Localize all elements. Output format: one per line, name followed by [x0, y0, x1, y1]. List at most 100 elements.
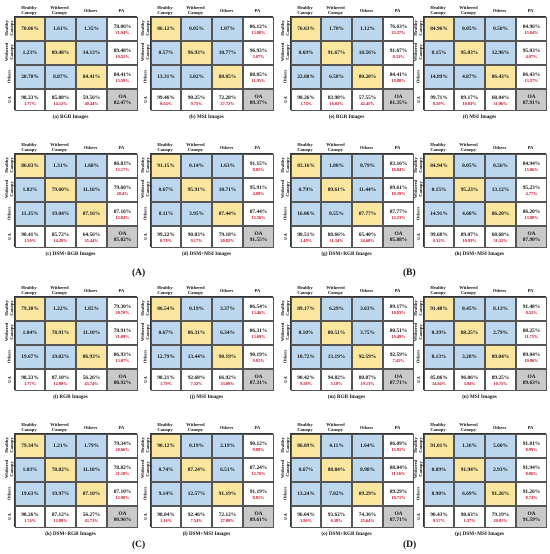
cell-value: 12.57% [187, 491, 206, 497]
cell-value: 89.07% [460, 231, 479, 238]
row-header-text: UA [415, 232, 421, 240]
user-accuracy-cell: 85.88% 14.12% [45, 89, 76, 111]
user-accuracy-cell: 88.66% 11.34% [321, 226, 352, 248]
matrix-cell: 8.13% [424, 345, 454, 369]
cell-value: 84.96% [430, 26, 448, 32]
user-accuracy-cell: 66.92% 33.08% [212, 369, 243, 391]
cell-value: 86.09% [389, 440, 408, 447]
user-accuracy-cell: 79.18% 20.82% [212, 226, 243, 248]
cell-error-value: 1.74% [300, 100, 312, 106]
row-header: UA [413, 368, 423, 390]
cell-value: 10.72% [297, 354, 315, 360]
confusion-matrix: Healthy Canopy Withered Canopy Others PA Hea… [413, 4, 547, 128]
producer-accuracy-cell: 91.19% 8.81% [243, 482, 274, 506]
oa-label: OA [527, 374, 536, 380]
matrix-cell: 9.14% [151, 482, 181, 506]
matrix-cell: 13.31% [151, 65, 181, 89]
cell-value: 3.28% [462, 354, 477, 360]
cell-error-value: 11.34% [329, 237, 344, 243]
row-header: Others [140, 481, 150, 505]
cell-value: 86.43% [491, 74, 510, 80]
cell-value: 98.21% [157, 374, 175, 381]
cell-value: 72.28% [218, 94, 237, 101]
matrix-caption: (j) MSI Images [189, 394, 224, 400]
matrix-cell: 12.79% [151, 345, 181, 369]
matrix-cell: 4.87% [454, 65, 485, 89]
cell-value: 80.51% [389, 327, 408, 334]
cell-error-value: 35.44% [84, 237, 99, 243]
cell-value: 8.87% [53, 74, 68, 80]
oa-value: 87.71% [389, 517, 408, 523]
cell-value: 99.68% [430, 231, 448, 238]
cell-value: 19.97% [51, 491, 70, 497]
matrix-cell: 0.05% [454, 17, 485, 41]
column-header: PA [254, 287, 261, 293]
row-header: Others [280, 201, 290, 225]
cell-value: 12.96% [491, 50, 510, 56]
matrix-grid: 91.01% 1.36% 5.60% 91.01% 8.99% 0.09% 91.94% 2.… [423, 433, 547, 528]
matrix-cell: 3.63% [352, 297, 383, 321]
cell-error-value: 7.54% [190, 517, 203, 523]
producer-accuracy-cell: 91.15% 8.85% [243, 154, 274, 178]
cell-error-value: 9.58% [300, 380, 312, 386]
cell-error-value: 19.13% [360, 380, 375, 386]
cell-error-value: 1.16% [160, 517, 172, 523]
cell-value: 78.82% [113, 464, 132, 471]
cell-value: 85.72% [51, 231, 70, 238]
matrix-cell: 80.51% [321, 321, 352, 345]
row-header: UA [4, 505, 14, 527]
cell-value: 7.02% [329, 491, 344, 497]
cell-value: 8.55% [329, 211, 344, 217]
cell-value: 98.63% [460, 511, 479, 518]
cell-value: 0.10% [298, 330, 314, 336]
row-header: Others [413, 201, 423, 225]
matrix-cell: 87.77% [352, 202, 383, 226]
matrix-cell: 1.79% [76, 434, 107, 458]
row-header: Others [413, 481, 423, 505]
cell-value: 6.51% [220, 467, 235, 473]
cell-value: 0.05% [462, 26, 477, 32]
matrix-caption: (i) RGB Images [53, 394, 88, 400]
matrix-cell: 1.31% [45, 154, 76, 178]
cell-value: 74.36% [358, 511, 377, 518]
cell-error-value: 10.39% [391, 190, 406, 196]
confusion-matrix: Healthy Canopy Withered Canopy Others PA Hea… [4, 141, 138, 265]
row-header: Healthy Canopy [140, 153, 150, 177]
matrix-caption: (b) MSI Images [189, 114, 224, 120]
matrix-cell: 3.37% [212, 297, 243, 321]
cell-error-value: 9.17% [190, 237, 203, 243]
matrix-cell: 86.09% [291, 434, 321, 458]
row-header-text: Healthy Canopy [140, 437, 151, 453]
cell-value: 6.34% [220, 330, 235, 336]
row-header-text: UA [6, 95, 12, 103]
matrix-cell: 87.44% [212, 202, 243, 226]
matrix-cell: 86.43% [485, 65, 516, 89]
cell-value: 91.67% [389, 47, 408, 54]
cell-error-value: 20.4% [116, 190, 129, 196]
row-header-text: Others [6, 349, 12, 363]
row-header-text: Others [142, 349, 148, 363]
column-header: Withered Canopy [50, 142, 69, 152]
oa-label: OA [394, 231, 403, 237]
row-header: Others [4, 201, 14, 225]
row-header: UA [140, 225, 150, 247]
producer-accuracy-cell: 86.20% 13.80% [516, 202, 547, 226]
oa-label: OA [254, 94, 263, 100]
producer-accuracy-cell: 79.34% 20.66% [107, 434, 138, 458]
cell-value: 95.23% [522, 184, 541, 191]
cell-error-value: 12.90% [53, 380, 68, 386]
cell-error-value: 8.33% [392, 53, 405, 59]
row-header-text: Others [415, 349, 421, 363]
cell-error-value: 1.59% [24, 237, 36, 243]
producer-accuracy-cell: 80.51% 19.49% [383, 321, 414, 345]
row-header-text: UA [282, 512, 288, 520]
cell-value: 0.56% [493, 163, 508, 169]
cell-value: 91.48% [522, 303, 541, 310]
cell-error-value: 8.52% [525, 309, 538, 315]
user-accuracy-cell: 68.68% 31.32% [485, 226, 516, 248]
cell-value: 88.05% [249, 71, 268, 78]
cell-error-value: 1.79% [160, 380, 172, 386]
row-header-text: Others [282, 349, 288, 363]
matrix-cell: 7.02% [321, 482, 352, 506]
cell-error-value: 14.12% [53, 100, 68, 106]
